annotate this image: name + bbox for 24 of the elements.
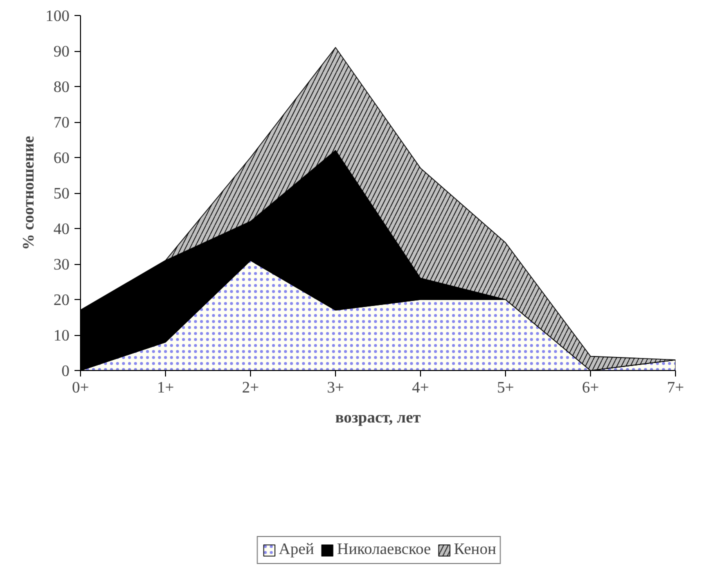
y-tick-label: 60 (54, 150, 70, 167)
y-tick-label: 0 (62, 363, 70, 380)
legend-label: Кенон (454, 541, 496, 560)
y-axis-title: % соотношение (20, 136, 38, 250)
x-axis-title: возраст, лет (335, 410, 421, 426)
legend-label: Арей (278, 541, 314, 560)
y-tick-label: 10 (54, 328, 70, 344)
y-tick-label: 40 (54, 221, 70, 238)
x-tick-label: 7+ (666, 380, 684, 396)
y-tick-label: 70 (54, 114, 70, 132)
legend-label: Николаевское (337, 541, 431, 560)
x-tick-label: 3+ (326, 380, 344, 396)
y-tick-label: 80 (54, 79, 70, 96)
x-tick-label: 6+ (582, 380, 600, 396)
y-tick-label: 20 (54, 292, 70, 309)
y-tick-label: 50 (54, 186, 70, 202)
x-tick-label: 5+ (496, 380, 514, 396)
x-tick-label: 4+ (412, 380, 430, 396)
x-tick-label: 2+ (242, 380, 260, 396)
x-tick-label: 1+ (156, 380, 174, 396)
x-tick-label: 0+ (72, 380, 90, 396)
y-tick-label: 30 (54, 256, 70, 274)
y-tick-label: 90 (54, 44, 70, 60)
y-tick-label: 100 (46, 8, 70, 25)
